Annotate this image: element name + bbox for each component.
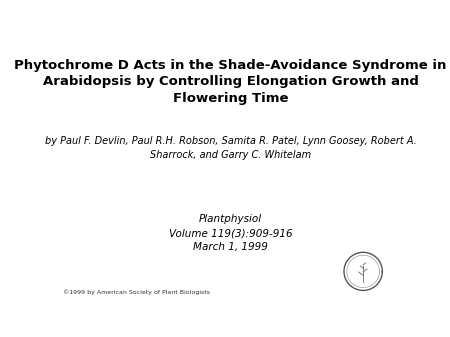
Text: Plantphysiol
Volume 119(3):909-916
March 1, 1999: Plantphysiol Volume 119(3):909-916 March…: [169, 214, 292, 252]
Text: by Paul F. Devlin, Paul R.H. Robson, Samita R. Patel, Lynn Goosey, Robert A.
Sha: by Paul F. Devlin, Paul R.H. Robson, Sam…: [45, 136, 417, 160]
Text: Phytochrome D Acts in the Shade-Avoidance Syndrome in
Arabidopsis by Controlling: Phytochrome D Acts in the Shade-Avoidanc…: [14, 59, 447, 104]
Text: ©1999 by American Society of Plant Biologists: ©1999 by American Society of Plant Biolo…: [63, 289, 210, 295]
